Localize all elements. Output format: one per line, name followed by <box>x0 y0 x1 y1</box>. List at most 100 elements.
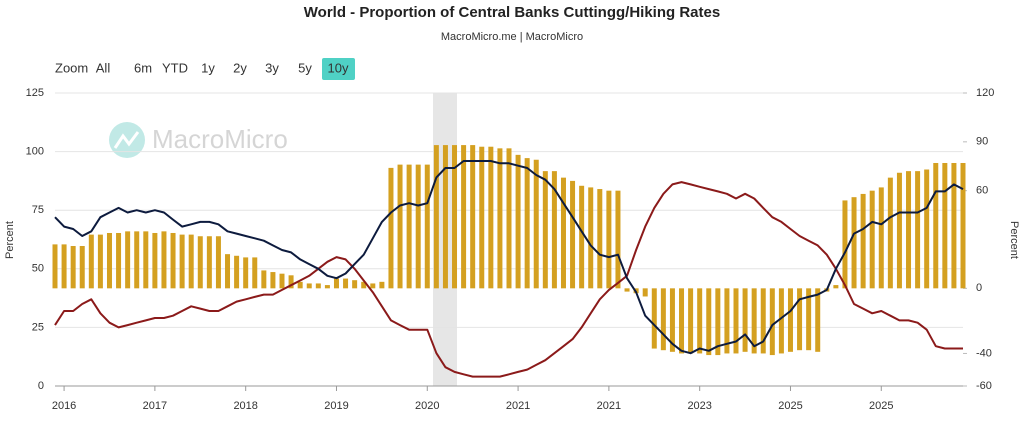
bar <box>488 146 494 289</box>
bar <box>506 148 512 289</box>
watermark-logo-mark <box>113 131 140 149</box>
bar <box>470 145 476 289</box>
y2-tick-label: 0 <box>976 282 982 294</box>
bar <box>388 167 394 289</box>
range-button[interactable]: YTD <box>162 60 188 75</box>
range-button-label[interactable]: 1y <box>201 60 215 75</box>
bar <box>97 234 103 289</box>
bar <box>125 231 131 289</box>
bar <box>306 283 312 289</box>
bar <box>234 255 240 289</box>
range-button-label[interactable]: 6m <box>134 60 152 75</box>
bar <box>760 288 766 354</box>
bar <box>61 244 67 289</box>
bar <box>261 270 267 289</box>
range-button[interactable]: 3y <box>265 60 279 75</box>
range-button[interactable]: All <box>96 60 111 75</box>
range-button[interactable]: 5y <box>298 60 312 75</box>
range-button[interactable]: 6m <box>134 60 152 75</box>
bar <box>797 288 803 351</box>
y2-tick-label: 120 <box>976 87 994 99</box>
y-tick-label: 75 <box>32 204 44 216</box>
bar <box>279 273 285 289</box>
bar <box>660 288 666 351</box>
bar <box>669 288 675 352</box>
bar <box>461 145 467 289</box>
bar <box>887 177 893 289</box>
bar <box>515 154 521 289</box>
bar <box>860 193 866 289</box>
range-button-label[interactable]: 2y <box>233 60 247 75</box>
chart-title: World - Proportion of Central Banks Cutt… <box>304 4 720 21</box>
range-button-label[interactable]: YTD <box>162 60 188 75</box>
bar <box>742 288 748 352</box>
bar <box>343 278 349 289</box>
bar <box>851 197 857 289</box>
bar <box>370 283 376 289</box>
range-button-label[interactable]: 10y <box>328 60 349 75</box>
y-tick-label: 100 <box>26 146 44 158</box>
bar <box>551 171 557 289</box>
bar <box>906 171 912 289</box>
bar <box>415 164 421 289</box>
x-tick-label: 2021 <box>506 400 530 412</box>
bar <box>715 288 721 356</box>
x-tick-label: 2019 <box>324 400 348 412</box>
y-tick-label: 125 <box>26 87 44 99</box>
range-button[interactable]: 10y <box>322 58 355 80</box>
bar <box>297 281 303 289</box>
x-tick-label: 2017 <box>143 400 167 412</box>
range-button-label[interactable]: 3y <box>265 60 279 75</box>
x-tick-label: 2023 <box>687 400 711 412</box>
bar <box>896 172 902 289</box>
bar <box>878 187 884 289</box>
bar <box>960 162 966 289</box>
bar <box>161 231 167 289</box>
range-button-label[interactable]: 5y <box>298 60 312 75</box>
bar <box>915 171 921 289</box>
x-tick-label: 2020 <box>415 400 439 412</box>
bar <box>179 234 185 289</box>
bar <box>379 281 385 289</box>
watermark: MacroMicro <box>109 122 288 158</box>
bar <box>842 200 848 289</box>
bar <box>642 288 648 297</box>
x-tick-label: 2018 <box>233 400 257 412</box>
y2-tick-label: 90 <box>976 136 988 148</box>
bar <box>778 288 784 354</box>
bar <box>769 288 775 356</box>
bar <box>933 162 939 289</box>
x-tick-label: 2025 <box>869 400 893 412</box>
bar <box>452 145 458 289</box>
bar <box>724 288 730 354</box>
bar <box>597 189 603 289</box>
watermark-text: MacroMicro <box>152 124 288 154</box>
bar <box>570 180 576 289</box>
y-tick-label: 50 <box>32 263 44 275</box>
bar <box>406 164 412 289</box>
bar <box>560 177 566 289</box>
bar <box>134 231 140 289</box>
bar <box>79 246 85 289</box>
range-button[interactable]: 1y <box>201 60 215 75</box>
bar <box>533 159 539 289</box>
range-button-label[interactable]: All <box>96 60 111 75</box>
bar <box>524 158 530 289</box>
y2-tick-label: -60 <box>976 380 992 392</box>
bar <box>679 288 685 354</box>
bar <box>188 234 194 289</box>
y2-axis-label: Percent <box>1008 221 1020 259</box>
bar <box>542 171 548 289</box>
bar <box>442 145 448 289</box>
bar <box>152 232 158 289</box>
bar <box>333 278 339 289</box>
bar <box>806 288 812 351</box>
line <box>54 160 964 355</box>
bar <box>424 164 430 289</box>
bar <box>869 190 875 289</box>
bar <box>624 288 630 292</box>
bar <box>815 288 821 352</box>
bar <box>615 190 621 289</box>
range-button[interactable]: 2y <box>233 60 247 75</box>
